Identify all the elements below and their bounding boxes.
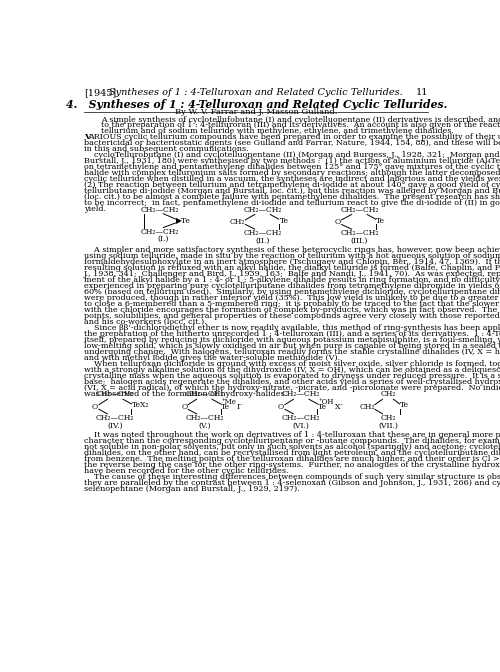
Text: CH₂—CH₂: CH₂—CH₂ [96, 414, 134, 422]
Text: from benzene.  The melting points of the telluroxan dihalides are much higher, a: from benzene. The melting points of the … [84, 455, 500, 463]
Text: ⁺OH: ⁺OH [318, 398, 334, 407]
Text: CH₂—CH₂: CH₂—CH₂ [282, 414, 321, 422]
Text: tellurium and of sodium telluride with methylene, ethylene, and trimethylene dih: tellurium and of sodium telluride with m… [101, 126, 454, 134]
Text: 60% (based on tellurium used).  Similarly, by using pentamethylene dichloride, c: 60% (based on tellurium used). Similarly… [84, 288, 500, 296]
Text: CH₂—CH₂: CH₂—CH₂ [140, 206, 178, 214]
Text: By W. V. Farrar and J. Masson Gulland.: By W. V. Farrar and J. Masson Gulland. [175, 108, 338, 116]
Text: A simpler and more satisfactory synthesis of these heterocyclic rings has, howev: A simpler and more satisfactory synthesi… [84, 246, 500, 254]
Text: Burstall, J., 1931, 180) were synthesised by two methods :  (1) the action of al: Burstall, J., 1931, 180) were synthesise… [84, 157, 500, 165]
Text: (2) The reaction between tellurium and tetramethylene di-iodide at about 140° ga: (2) The reaction between tellurium and t… [84, 181, 500, 190]
Text: X⁻: X⁻ [336, 403, 344, 411]
Text: (VI, X = acid radical), of which the hydroxy-nitrate, -picrate, and -picrolonate: (VI, X = acid radical), of which the hyd… [84, 384, 500, 392]
Text: to be incorrect;  in fact, pentamethylene di-iodide and tellurium react to give : to be incorrect; in fact, pentamethylene… [84, 200, 500, 208]
Text: ⁺Me: ⁺Me [222, 398, 236, 407]
Text: undergoing change.  With halogens, telluroxan readily forms the stable crystalli: undergoing change. With halogens, tellur… [84, 348, 500, 356]
Text: and his co-workers (locc. cit.).: and his co-workers (locc. cit.). [84, 318, 207, 326]
Text: CH₂—CH₂: CH₂—CH₂ [340, 206, 378, 214]
Text: O: O [278, 403, 284, 411]
Text: cyclic telluride when distilled in a vacuum, the syntheses are indirect and labo: cyclic telluride when distilled in a vac… [84, 175, 500, 183]
Text: points, solubilities, and general properties of these compounds agree very close: points, solubilities, and general proper… [84, 312, 500, 320]
Text: CH₂—CH₂: CH₂—CH₂ [340, 229, 378, 237]
Text: with the chloride encourages the formation of complex by-products, which was in : with the chloride encourages the formati… [84, 306, 500, 314]
Text: CH₂—CH₂: CH₂—CH₂ [282, 390, 321, 398]
Text: telluributane di-iodide (Morgan and Burstall, loc. cit.), but this reaction was : telluributane di-iodide (Morgan and Burs… [84, 187, 500, 196]
Text: not soluble in non-polar solvents, but only in such solvents as alcohol (sparing: not soluble in non-polar solvents, but o… [84, 443, 500, 451]
Text: Since ββ’-dichlorodiethyl ether is now readily available, this method of ring-sy: Since ββ’-dichlorodiethyl ether is now r… [84, 324, 500, 332]
Text: the reverse being the case for the other ring-systems.  Further, no analogues of: the reverse being the case for the other… [84, 461, 500, 469]
Text: CH₂—CH₂: CH₂—CH₂ [140, 228, 178, 236]
Text: in this and subsequent communications.: in this and subsequent communications. [84, 145, 249, 153]
Text: (II.): (II.) [256, 237, 270, 245]
Text: (IV.): (IV.) [108, 421, 123, 429]
Text: (III.): (III.) [350, 237, 368, 245]
Text: using sodium telluride, made in situ by the reaction of tellurium with a hot aqu: using sodium telluride, made in situ by … [84, 252, 500, 260]
Text: It was noted throughout the work on derivatives of 1 : 4-telluroxan that these a: It was noted throughout the work on deri… [84, 431, 500, 439]
Text: low-melting solid, which is slowly oxidised in air but when pure is capable of b: low-melting solid, which is slowly oxidi… [84, 342, 500, 350]
Text: have been recorded for the other cyclic tellurides.: have been recorded for the other cyclic … [84, 467, 288, 475]
Text: was observed of the formation of hydroxy-halides.: was observed of the formation of hydroxy… [84, 390, 288, 398]
Text: When telluroxan dichloride is ground with excess of moist silver oxide, silver c: When telluroxan dichloride is ground wit… [84, 360, 500, 368]
Text: (I.): (I.) [158, 235, 169, 243]
Text: Te: Te [376, 216, 386, 224]
Text: cycloTellurobutane (I) and cyclotelluopentane (II) (Morgan and Burgess, J., 1928: cycloTellurobutane (I) and cyclotelluope… [84, 151, 500, 159]
Text: were produced, though in rather inferior yield (35%).  This low yield is unlikel: were produced, though in rather inferior… [84, 294, 500, 302]
Text: V: V [84, 133, 90, 141]
Text: Te: Te [280, 216, 288, 224]
Text: I⁻: I⁻ [237, 403, 244, 411]
Text: (loc. cit.) to be almost a complete failure with pentamethylene dihalides.  The : (loc. cit.) to be almost a complete fail… [84, 194, 500, 202]
Text: CH₂—CH₂: CH₂—CH₂ [185, 390, 224, 398]
Text: CH₂: CH₂ [380, 390, 396, 398]
Text: ▶Te: ▶Te [176, 216, 192, 224]
Text: they are paralleled by the contrast between 1 : 4-selenoxan (Gibson and Johnson,: they are paralleled by the contrast betw… [84, 479, 500, 487]
Text: O: O [334, 218, 340, 226]
Text: (V.): (V.) [198, 421, 210, 429]
Text: the preparation of the hitherto unrecorded 1 : 4-telluroxan (III), and a series : the preparation of the hitherto unrecord… [84, 330, 500, 338]
Text: to the preparation of 1 : 4-​tellfuroran (III) and its derivatives.  An account : to the preparation of 1 : 4-​tellfuroran… [101, 121, 500, 129]
Text: (VI.): (VI.) [293, 421, 310, 429]
Text: CH₂: CH₂ [230, 218, 246, 226]
Text: itself, prepared by reducing its dichloride with aqueous potassium metabisulphit: itself, prepared by reducing its dichlor… [84, 336, 500, 344]
Text: on tetramethylene and pentamethylene dihalides between 125° and 175° gave mixtur: on tetramethylene and pentamethylene dih… [84, 163, 500, 171]
Text: CH₂—CH₂: CH₂—CH₂ [244, 206, 282, 214]
Text: (VII.): (VII.) [378, 421, 398, 429]
Text: CH₂: CH₂ [380, 414, 396, 422]
Text: CH₂: CH₂ [360, 403, 375, 411]
Text: Te: Te [400, 401, 408, 409]
Text: selenopentane (Morgan and Burstall, J., 1929, 2197).: selenopentane (Morgan and Burstall, J., … [84, 485, 300, 493]
Text: experienced in preparing pure cyclotelluributane dihalides from tetramethylene d: experienced in preparing pure cyclotellu… [84, 282, 500, 290]
Text: A simple synthesis of cyclotellufobutane (I) and cyclotelluopentane (II) derivat: A simple synthesis of cyclotellufobutane… [101, 116, 500, 124]
Text: Te: Te [318, 403, 327, 411]
Text: base;  halogen acids regenerate the dihalides, and other acids yield a series of: base; halogen acids regenerate the dihal… [84, 378, 500, 386]
Text: ARIOUS cyclic tellurium compounds have been prepared in order to examine the pos: ARIOUS cyclic tellurium compounds have b… [88, 133, 500, 141]
Text: crystalline mass when the aqueous solution is evaporated to dryness under reduce: crystalline mass when the aqueous soluti… [84, 372, 500, 380]
Text: 4.   Syntheses of 1 : 4-Telluroxan and Related Cyclic Tellurides.: 4. Syntheses of 1 : 4-Telluroxan and Rel… [66, 99, 447, 110]
Text: halide with complex telluronium salts formed by secondary reactions; although th: halide with complex telluronium salts fo… [84, 169, 500, 177]
Text: O: O [181, 403, 188, 411]
Text: [1945]: [1945] [84, 88, 116, 97]
Text: resulting solution is refluxed with an alkyl halide, the dialkyl telluride is fo: resulting solution is refluxed with an a… [84, 264, 500, 272]
Text: J., 1938, 341;  Challenger and Bird, J., 1939, 163;  Balfe and Nandi, J., 1941, : J., 1938, 341; Challenger and Bird, J., … [84, 270, 500, 278]
Text: yield.: yield. [84, 206, 106, 214]
Text: and with methyl iodide gives the water-soluble methiodide (V).: and with methyl iodide gives the water-s… [84, 354, 340, 362]
Text: Syntheses of 1 : 4-Telluroxan and Related Cyclic Tellurides.: Syntheses of 1 : 4-Telluroxan and Relate… [110, 88, 403, 97]
Text: formaldehydesulphoxylate in an inert atmosphere (Tschugaev and Chlopin, Ber., 19: formaldehydesulphoxylate in an inert atm… [84, 258, 500, 266]
Text: CH₂—CH₂: CH₂—CH₂ [96, 390, 134, 398]
Text: character than the corresponding cyclotelluripentane or -butane compounds.  The : character than the corresponding cyclote… [84, 437, 500, 445]
Text: bactericidal or bacteriostatic agents (see Gulland and Farrar, Nature, 1944, 154: bactericidal or bacteriostatic agents (s… [84, 139, 500, 147]
Text: ment of the alkyl halide by a 1 : 4- or 1 : 5-alkylene dihalide results in ring : ment of the alkyl halide by a 1 : 4- or … [84, 276, 500, 284]
Text: 11: 11 [416, 88, 428, 97]
Text: O: O [92, 403, 98, 411]
Text: CH₂—CH₂: CH₂—CH₂ [244, 229, 282, 237]
Text: CH₂—CH₂: CH₂—CH₂ [185, 414, 224, 422]
Text: with a strongly alkaline solution of the dihydroxide (IV, X = OH), which can be : with a strongly alkaline solution of the… [84, 366, 500, 374]
Text: to close a 6-membered than a 5-membered ring;  it is probably to be traced to th: to close a 6-membered than a 5-membered … [84, 300, 500, 308]
Text: Te: Te [222, 403, 230, 411]
Text: The cause of these interesting differences between compounds of such very simila: The cause of these interesting differenc… [84, 473, 500, 481]
Text: TeX₂: TeX₂ [132, 401, 150, 409]
Text: dihalides, on the other hand, can be recrystallised from light petroleum, and th: dihalides, on the other hand, can be rec… [84, 449, 500, 457]
